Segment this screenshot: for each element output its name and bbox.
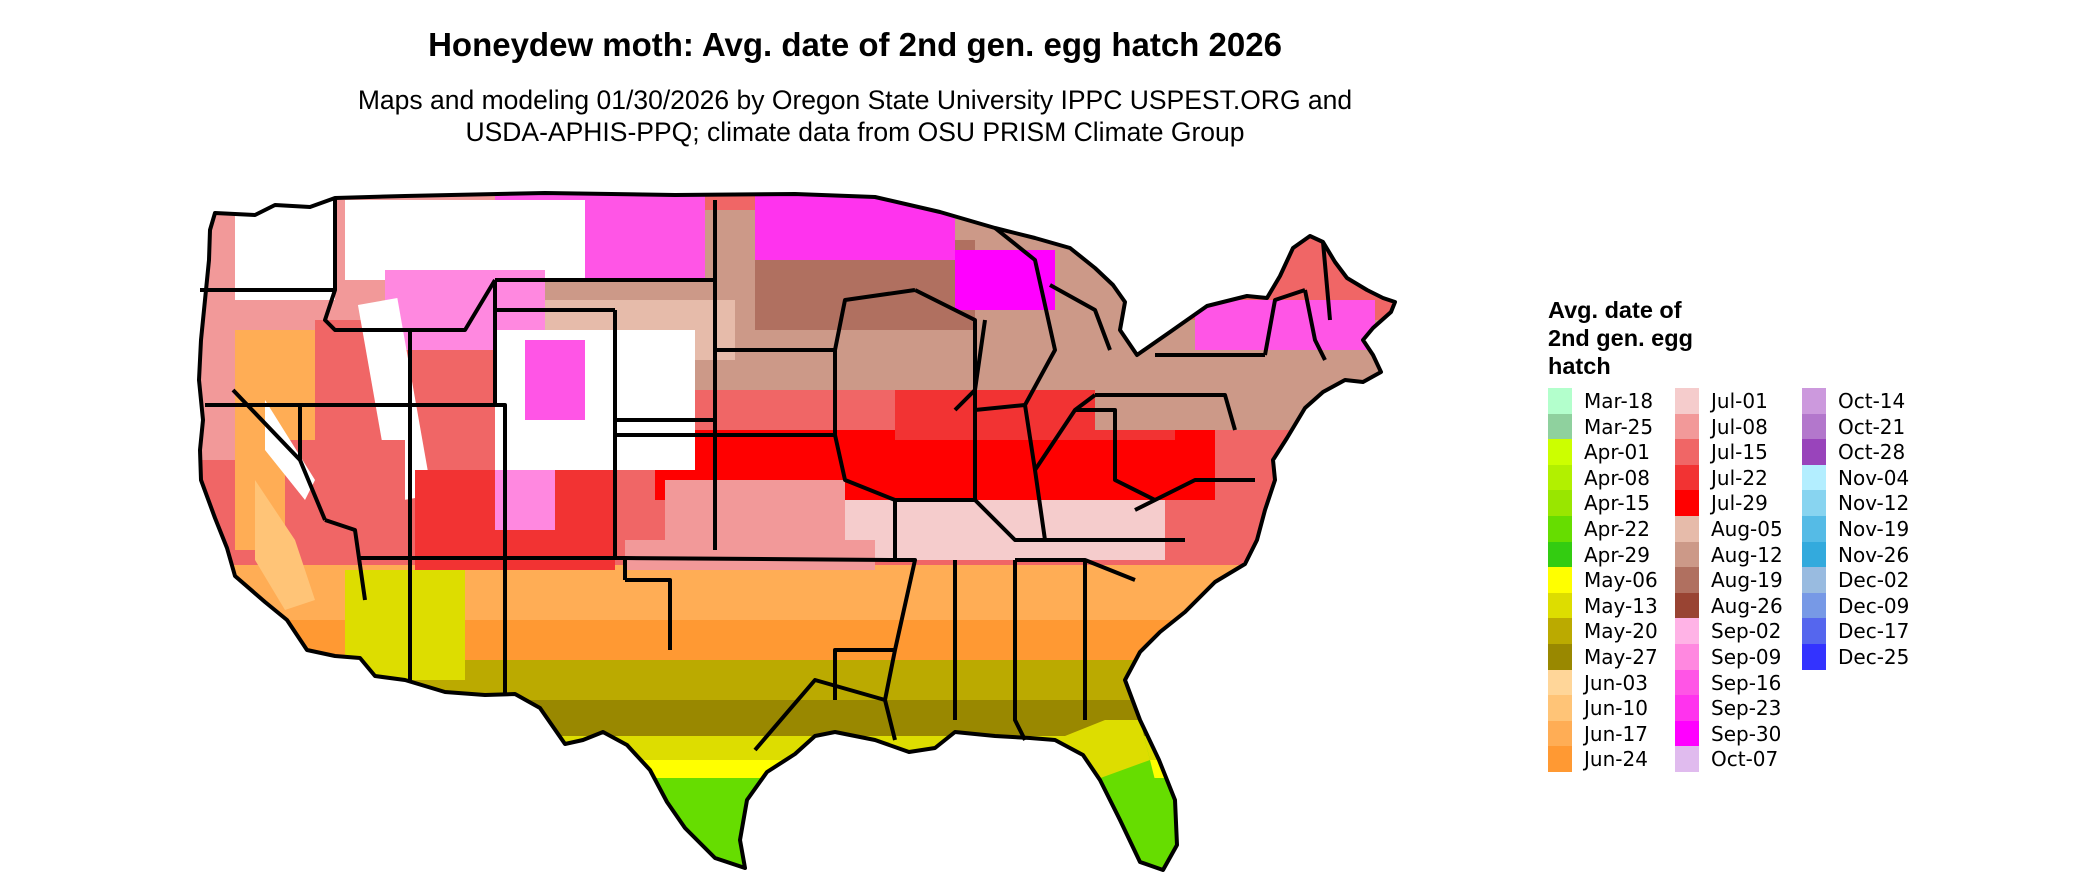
legend-label: Dec-02 xyxy=(1838,568,1910,593)
legend-label: Jul-08 xyxy=(1711,414,1768,439)
legend-label: Apr-15 xyxy=(1584,491,1650,516)
legend-swatch xyxy=(1675,669,1699,696)
legend-label: Apr-08 xyxy=(1584,465,1650,490)
legend-label: Aug-05 xyxy=(1711,517,1783,541)
legend-label: Mar-18 xyxy=(1584,389,1654,413)
legend-label: Aug-26 xyxy=(1711,593,1783,618)
legend-title: Avg. date of 2nd gen. egg hatch xyxy=(1548,296,1748,380)
legend-label: Apr-01 xyxy=(1584,440,1650,465)
legend-swatch xyxy=(1675,592,1699,619)
legend-swatch xyxy=(1675,516,1699,542)
legend-swatch xyxy=(1802,388,1826,414)
legend-label: Dec-09 xyxy=(1838,593,1910,618)
legend-swatch xyxy=(1548,669,1572,696)
legend-swatch xyxy=(1675,695,1699,721)
legend-swatch xyxy=(1802,464,1826,491)
legend-label: Sep-09 xyxy=(1711,645,1782,669)
legend-label: Jun-17 xyxy=(1584,721,1648,746)
legend-label: Oct-07 xyxy=(1711,747,1779,772)
legend-label: May-20 xyxy=(1584,619,1658,644)
legend-swatch xyxy=(1675,388,1699,414)
legend-label: Sep-16 xyxy=(1711,670,1782,695)
legend-label: Jun-24 xyxy=(1584,747,1648,772)
state-boundaries xyxy=(197,191,1397,872)
legend-label: Apr-22 xyxy=(1584,517,1650,541)
legend-swatch xyxy=(1548,464,1572,491)
legend-label: Mar-25 xyxy=(1584,414,1654,439)
legend-swatch xyxy=(1548,439,1572,465)
legend-swatch xyxy=(1548,592,1572,619)
legend-label: Oct-21 xyxy=(1838,414,1906,439)
map-fill xyxy=(199,193,1395,870)
legend-swatch xyxy=(1548,695,1572,721)
legend-swatch xyxy=(1548,388,1572,414)
map-subtitle: Maps and modeling 01/30/2026 by Oregon S… xyxy=(0,84,1710,148)
legend-swatch xyxy=(1548,644,1572,670)
map-title: Honeydew moth: Avg. date of 2nd gen. egg… xyxy=(428,26,1282,63)
legend-label: Apr-29 xyxy=(1584,542,1650,567)
legend-label: Sep-30 xyxy=(1711,721,1782,746)
legend-swatch xyxy=(1548,567,1572,593)
legend-swatch xyxy=(1675,413,1699,440)
legend-swatch xyxy=(1802,644,1826,670)
legend-swatch xyxy=(1675,567,1699,593)
legend-label: Jul-01 xyxy=(1711,389,1768,413)
legend-label: Jul-29 xyxy=(1711,491,1768,516)
legend-label: Sep-23 xyxy=(1711,696,1782,721)
legend-label: Nov-04 xyxy=(1838,465,1910,490)
legend-label: Oct-28 xyxy=(1838,440,1906,465)
legend-label: May-27 xyxy=(1584,645,1658,669)
subtitle-line-1: Maps and modeling 01/30/2026 by Oregon S… xyxy=(357,85,1353,115)
us-degree-day-map xyxy=(197,191,1397,872)
legend-label: Oct-14 xyxy=(1838,389,1906,413)
legend-label: Jul-22 xyxy=(1711,465,1768,490)
legend-swatch xyxy=(1548,516,1572,542)
legend-label: May-13 xyxy=(1584,593,1658,618)
legend: Avg. date of 2nd gen. egg hatch Mar-18 Ma… xyxy=(1548,296,2068,772)
legend-swatch xyxy=(1675,746,1699,772)
legend-swatch xyxy=(1675,644,1699,670)
legend-swatch xyxy=(1802,413,1826,440)
legend-swatch xyxy=(1675,439,1699,465)
legend-label: May-06 xyxy=(1584,568,1658,593)
legend-swatch xyxy=(1675,541,1699,568)
legend-title-line-1: Avg. date of xyxy=(1548,297,1682,323)
legend-label: Aug-19 xyxy=(1711,568,1783,593)
legend-label: Nov-19 xyxy=(1838,517,1910,541)
legend-swatch xyxy=(1548,618,1572,644)
legend-swatch xyxy=(1802,490,1826,516)
legend-label: Dec-25 xyxy=(1838,645,1910,669)
legend-label: Aug-12 xyxy=(1711,542,1783,567)
legend-swatch xyxy=(1548,720,1572,747)
legend-label: Nov-26 xyxy=(1838,542,1910,567)
legend-label: Nov-12 xyxy=(1838,491,1910,516)
legend-swatch xyxy=(1802,516,1826,542)
subtitle-line-2: USDA-APHIS-PPQ; climate data from OSU PR… xyxy=(465,117,1245,147)
legend-swatch xyxy=(1802,541,1826,568)
legend-title-line-3: hatch xyxy=(1548,353,1611,379)
legend-title-line-2: 2nd gen. egg xyxy=(1548,325,1693,351)
legend-swatch xyxy=(1675,490,1699,516)
legend-swatch xyxy=(1548,746,1572,772)
legend-label: Sep-02 xyxy=(1711,619,1782,644)
legend-swatch xyxy=(1675,720,1699,747)
legend-label: Jun-10 xyxy=(1584,696,1648,721)
legend-swatch xyxy=(1802,618,1826,644)
legend-label: Dec-17 xyxy=(1838,619,1910,644)
legend-swatch xyxy=(1548,413,1572,440)
legend-label: Jun-03 xyxy=(1584,670,1648,695)
legend-swatch xyxy=(1802,567,1826,593)
legend-swatch xyxy=(1548,490,1572,516)
legend-label: Jul-15 xyxy=(1711,440,1768,465)
legend-swatch xyxy=(1802,592,1826,619)
legend-swatch xyxy=(1802,439,1826,465)
legend-swatch xyxy=(1548,541,1572,568)
legend-swatch xyxy=(1675,464,1699,491)
legend-swatch xyxy=(1675,618,1699,644)
